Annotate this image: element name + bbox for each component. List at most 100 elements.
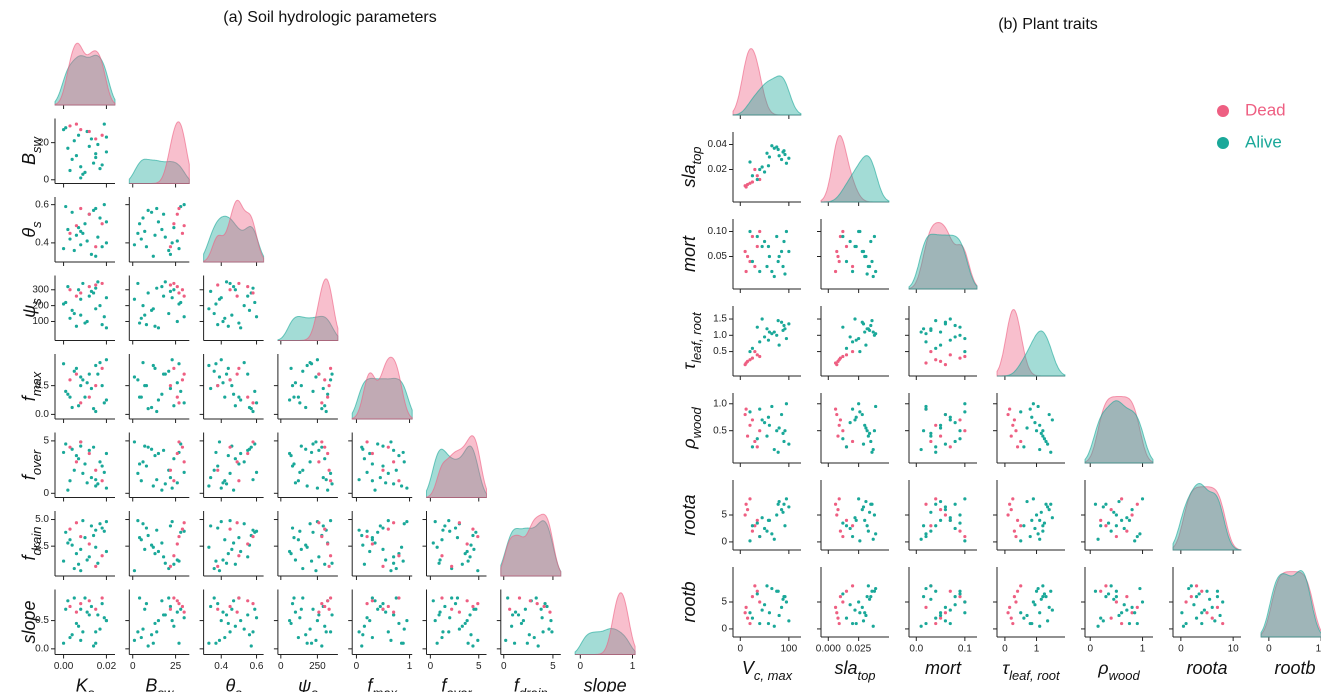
point	[1038, 537, 1042, 541]
axis-label-sub: drain	[519, 685, 548, 692]
point	[1019, 611, 1023, 615]
point	[235, 610, 239, 614]
point	[216, 464, 220, 468]
point	[1140, 497, 1145, 501]
point	[219, 618, 223, 623]
y-tick-label: 0.5	[713, 425, 727, 436]
point	[221, 610, 225, 614]
axis-label-sub: s	[311, 685, 318, 692]
point	[247, 308, 252, 312]
point	[172, 554, 176, 558]
x-tick-label: 5	[550, 661, 556, 672]
legend-marker	[1217, 105, 1229, 117]
point	[230, 547, 234, 551]
point	[104, 549, 109, 554]
point	[748, 423, 752, 427]
point	[1008, 605, 1012, 609]
x-tick-label: 0	[1266, 644, 1272, 655]
point	[1009, 616, 1013, 620]
point	[924, 534, 928, 539]
point	[324, 630, 328, 634]
axis-label: θs	[19, 221, 44, 238]
point	[370, 635, 374, 640]
point	[1050, 608, 1054, 612]
point	[87, 212, 91, 216]
point	[440, 538, 444, 542]
point	[156, 398, 161, 402]
point	[177, 362, 181, 366]
point	[323, 624, 327, 628]
point	[858, 611, 862, 615]
point	[850, 534, 855, 539]
point	[362, 624, 367, 628]
point	[170, 358, 174, 362]
point	[299, 607, 303, 611]
point	[457, 610, 462, 614]
point	[172, 288, 176, 292]
point	[1200, 621, 1204, 626]
point	[547, 627, 551, 631]
point	[104, 241, 109, 245]
point	[137, 596, 142, 600]
point	[89, 604, 94, 609]
point	[861, 505, 866, 509]
point	[1039, 597, 1043, 601]
point	[74, 324, 79, 328]
point	[934, 346, 938, 350]
point	[175, 599, 179, 603]
axis-label-sub: s	[88, 685, 95, 692]
point	[921, 429, 926, 433]
point	[1015, 518, 1020, 522]
point	[296, 395, 300, 399]
point	[848, 239, 852, 244]
point	[155, 528, 159, 532]
point	[441, 528, 445, 532]
point	[782, 439, 786, 444]
point	[132, 569, 137, 573]
point	[471, 644, 475, 648]
point	[471, 527, 475, 531]
point	[104, 326, 109, 330]
point	[753, 524, 757, 528]
point	[253, 389, 257, 393]
point	[100, 554, 104, 558]
point	[1044, 595, 1048, 599]
density	[128, 158, 190, 184]
point	[79, 607, 83, 611]
point	[760, 165, 764, 169]
axis-label-main: f	[514, 675, 521, 692]
point	[132, 638, 137, 642]
point	[758, 407, 762, 411]
point	[209, 386, 213, 391]
point	[357, 630, 361, 634]
point	[1194, 584, 1199, 588]
x-tick-label: 25	[170, 661, 182, 672]
point	[777, 499, 781, 504]
legend-marker	[1217, 137, 1229, 149]
point	[161, 448, 166, 452]
point	[777, 426, 781, 430]
point	[217, 375, 222, 379]
point	[94, 409, 98, 414]
point	[837, 497, 841, 501]
point	[376, 607, 380, 611]
point	[758, 429, 762, 433]
point	[232, 488, 236, 492]
x-tick-label: 1	[1034, 644, 1040, 655]
axis-label: slope	[584, 675, 627, 692]
point	[216, 602, 220, 606]
axis-label-sub: over	[29, 449, 44, 475]
point	[1019, 584, 1023, 588]
point	[136, 378, 140, 382]
point	[471, 533, 475, 538]
axis-label: fdrain	[514, 675, 548, 692]
density	[1084, 396, 1154, 464]
point	[938, 359, 943, 363]
point	[1133, 611, 1137, 615]
point	[787, 505, 791, 509]
point	[943, 505, 948, 509]
point	[301, 566, 305, 571]
point	[953, 526, 957, 531]
point	[865, 595, 869, 599]
point	[934, 445, 938, 449]
